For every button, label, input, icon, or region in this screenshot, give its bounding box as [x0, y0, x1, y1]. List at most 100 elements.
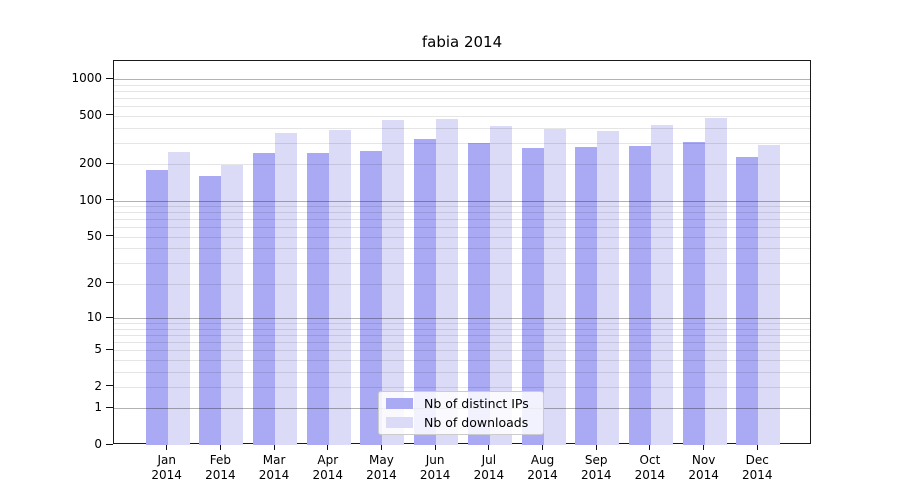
bar-downloads-feb: [221, 165, 244, 445]
gridline-70: [114, 219, 810, 221]
bar-downloads-mar: [275, 132, 298, 445]
gridline-6: [114, 341, 810, 343]
y-tick-100: [106, 199, 113, 201]
bar-distinct-ips-jan: [145, 169, 168, 445]
legend-swatch-downloads: [386, 417, 413, 428]
legend-label-distinct-ips: Nb of distinct IPs: [424, 396, 529, 411]
y-tick-200: [106, 162, 113, 164]
bar-downloads-nov: [704, 117, 727, 445]
bar-distinct-ips-mar: [253, 153, 276, 445]
x-tick-label-feb: Feb 2014: [190, 453, 250, 483]
y-tick-10: [106, 316, 113, 318]
gridline-8: [114, 328, 810, 330]
x-tick-month: Jan: [157, 453, 176, 467]
y-tick-label-50: 50: [86, 228, 102, 243]
x-tick-jan: [166, 445, 168, 450]
bar-distinct-ips-apr: [306, 152, 329, 445]
gridline-3: [114, 371, 810, 373]
bar-downloads-aug: [543, 129, 566, 445]
gridline-90: [114, 206, 810, 208]
x-tick-feb: [219, 445, 221, 450]
y-tick-50: [106, 235, 113, 237]
y-tick-label-100: 100: [79, 192, 102, 207]
gridline-500: [114, 115, 810, 117]
gridline-40: [114, 248, 810, 250]
legend-entry-distinct-ips: Nb of distinct IPs: [386, 396, 543, 411]
gridline-10: [114, 318, 810, 320]
bar-downloads-jun: [436, 119, 459, 445]
x-tick-year: 2014: [151, 468, 182, 482]
gridline-50: [114, 236, 810, 238]
gridline-600: [114, 106, 810, 108]
plot-area: [113, 60, 811, 445]
bar-downloads-may: [382, 120, 405, 445]
y-tick-label-20: 20: [86, 275, 102, 290]
x-tick-year: 2014: [527, 468, 558, 482]
x-tick-year: 2014: [634, 468, 666, 482]
gridline-2: [114, 386, 810, 388]
bar-distinct-ips-dec: [736, 157, 759, 445]
x-tick-label-may: May 2014: [351, 453, 411, 483]
bar-distinct-ips-sep: [575, 147, 598, 445]
bar-distinct-ips-jun: [414, 139, 437, 445]
x-tick-month: Aug: [530, 453, 555, 467]
bar-downloads-sep: [597, 131, 620, 445]
x-tick-mar: [273, 445, 275, 450]
x-tick-label-mar: Mar 2014: [244, 453, 304, 483]
x-tick-label-jan: Jan 2014: [137, 453, 197, 483]
x-tick-dec: [756, 445, 758, 450]
y-tick-label-500: 500: [79, 107, 102, 122]
gridline-4: [114, 359, 810, 361]
y-tick-0: [106, 443, 113, 445]
x-tick-month: Jul: [481, 453, 497, 467]
gridline-700: [114, 98, 810, 100]
x-tick-may: [380, 445, 382, 450]
x-tick-year: 2014: [205, 468, 236, 482]
gridline-200: [114, 164, 810, 166]
y-tick-1: [106, 406, 113, 408]
x-tick-month: Oct: [639, 453, 661, 467]
bar-downloads-dec: [758, 144, 781, 445]
chart-title: fabia 2014: [421, 33, 503, 51]
x-tick-label-oct: Oct 2014: [620, 453, 680, 483]
y-tick-label-1000: 1000: [71, 71, 102, 86]
bar-downloads-jul: [489, 126, 512, 445]
gridline-1000: [114, 79, 810, 81]
gridline-900: [114, 84, 810, 86]
x-tick-nov: [703, 445, 705, 450]
gridline-80: [114, 212, 810, 214]
x-tick-month: Dec: [745, 453, 769, 467]
gridline-20: [114, 283, 810, 285]
y-tick-label-5: 5: [94, 342, 102, 357]
x-tick-month: Jun: [425, 453, 445, 467]
gridline-100: [114, 200, 810, 202]
y-tick-label-1: 1: [94, 400, 102, 415]
bar-distinct-ips-feb: [199, 175, 222, 445]
x-tick-month: Mar: [262, 453, 286, 467]
x-tick-year: 2014: [580, 468, 612, 482]
x-tick-year: 2014: [419, 468, 451, 482]
x-tick-aug: [542, 445, 544, 450]
gridline-400: [114, 127, 810, 129]
y-tick-label-0: 0: [94, 437, 102, 451]
bar-distinct-ips-aug: [521, 148, 544, 445]
legend-entry-downloads: Nb of downloads: [386, 415, 543, 430]
gridline-60: [114, 227, 810, 229]
gridline-5: [114, 350, 810, 352]
x-tick-oct: [649, 445, 651, 450]
gridline-800: [114, 91, 810, 93]
bar-downloads-apr: [328, 130, 351, 445]
legend-label-downloads: Nb of downloads: [424, 415, 529, 430]
legend: Nb of distinct IPs Nb of downloads: [378, 391, 544, 435]
legend-swatch-distinct-ips: [386, 398, 413, 409]
x-tick-year: 2014: [366, 468, 397, 482]
x-tick-month: Sep: [584, 453, 608, 467]
gridline-9: [114, 323, 810, 325]
x-tick-jun: [434, 445, 436, 450]
bar-distinct-ips-may: [360, 150, 383, 445]
gridline-30: [114, 263, 810, 265]
x-tick-label-aug: Aug 2014: [513, 453, 573, 483]
x-tick-month: Feb: [209, 453, 231, 467]
x-tick-label-dec: Dec 2014: [727, 453, 787, 483]
